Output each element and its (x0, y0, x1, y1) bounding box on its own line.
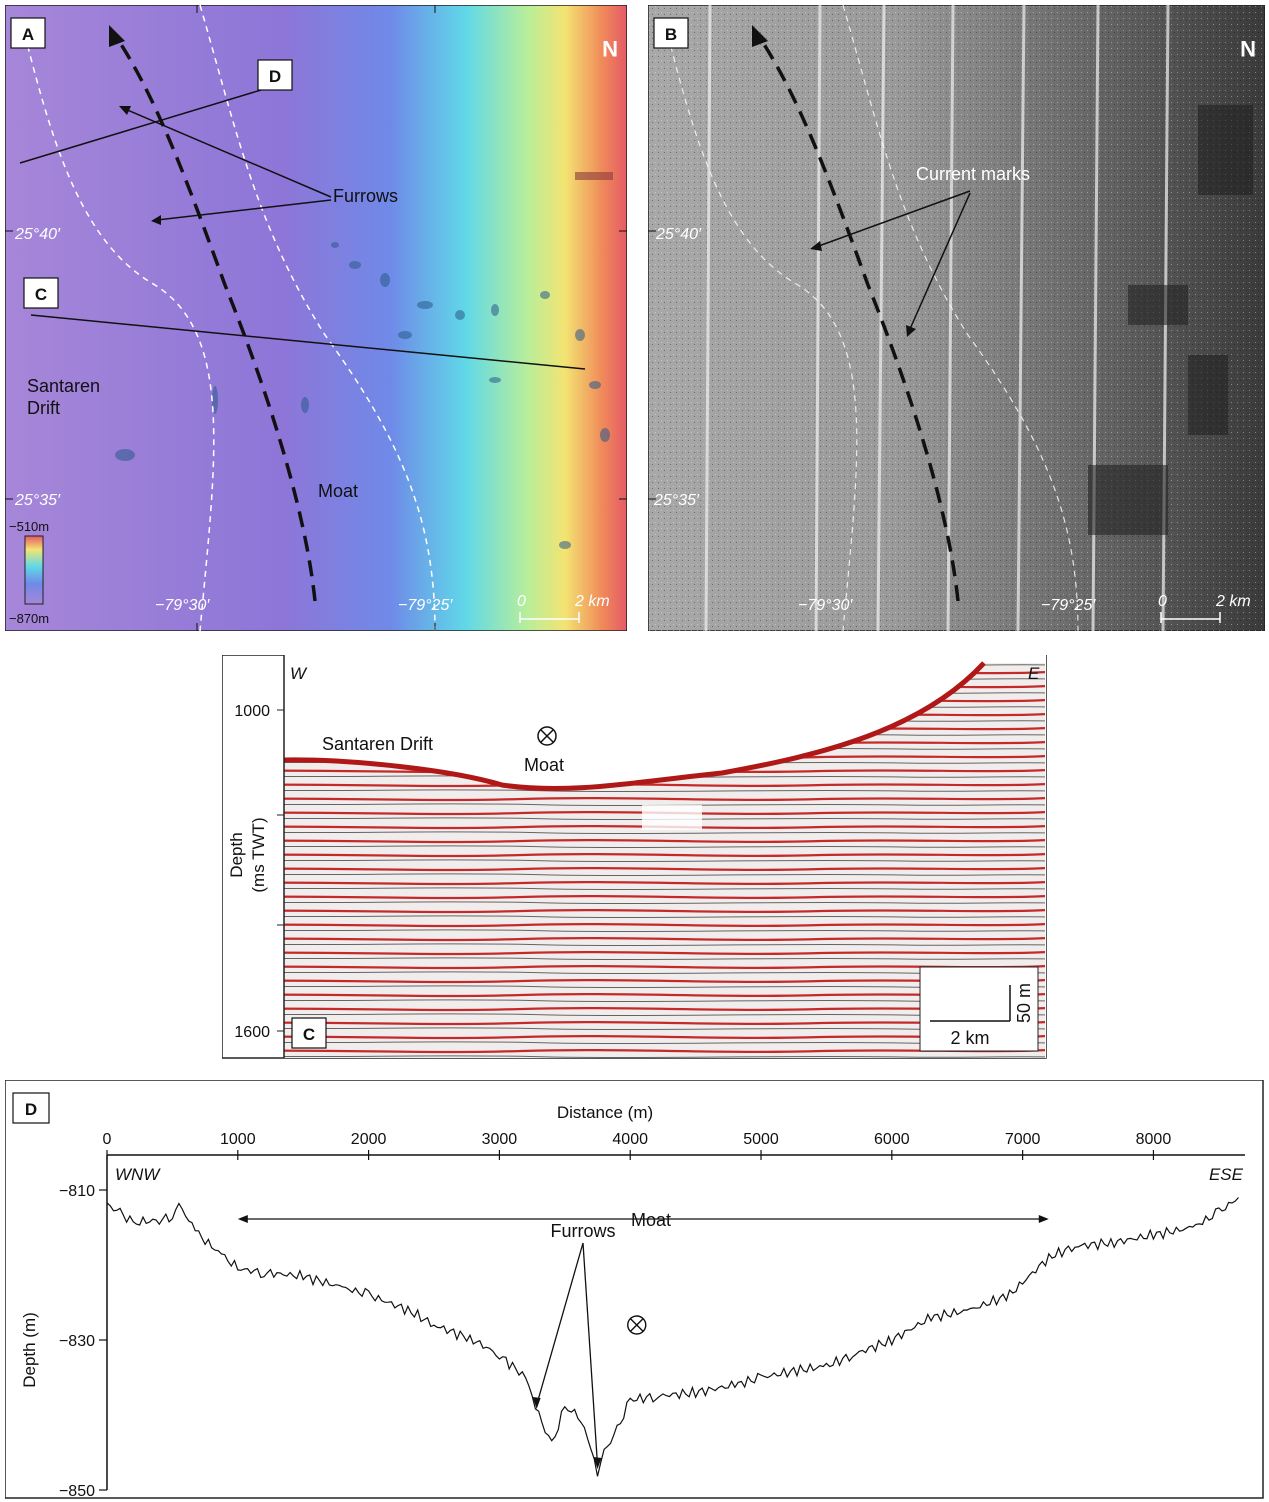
panel-b-label: B (665, 25, 677, 44)
d-wnw-label: WNW (115, 1165, 161, 1184)
d-xtick-label: 6000 (874, 1131, 910, 1148)
santaren-drift-label-1: Santaren (27, 376, 100, 396)
panel-b-backscatter-map: B N Current marks 25°40′ 25°35′ −79°30′ … (648, 5, 1265, 631)
d-xtick-label: 4000 (612, 1131, 648, 1148)
c-ytick-1600: 1600 (234, 1024, 270, 1041)
d-xtick-label: 8000 (1136, 1131, 1172, 1148)
d-xtick-label: 3000 (482, 1131, 518, 1148)
lat-label-35: 25°35′ (14, 492, 61, 509)
d-xtick-label: 7000 (1005, 1131, 1041, 1148)
d-ytick-label: −810 (59, 1183, 95, 1200)
colorbar-bottom: −870m (9, 611, 49, 626)
d-furrow-arrow (582, 1242, 599, 1466)
b-lon-label-25: −79°25′ (1041, 597, 1096, 614)
d-ytick-label: −850 (59, 1483, 95, 1500)
b-scale-end: 2 km (1215, 593, 1251, 610)
d-furrow-arrowhead (532, 1397, 541, 1409)
santaren-drift-label-2: Drift (27, 398, 60, 418)
west-label: W (290, 664, 308, 683)
lon-label-30: −79°30′ (155, 597, 210, 614)
c-scale-vertical: 50 m (1014, 983, 1034, 1023)
colorbar-top: −510m (9, 519, 49, 534)
b-scale-zero: 0 (1158, 593, 1167, 610)
b-lon-label-30: −79°30′ (798, 597, 853, 614)
d-furrows-label: Furrows (550, 1221, 615, 1241)
d-xtick-label: 5000 (743, 1131, 779, 1148)
b-lat-label-35: 25°35′ (653, 492, 700, 509)
d-ese-label: ESE (1209, 1165, 1244, 1184)
panel-a-label: A (22, 25, 34, 44)
current-marks-label: Current marks (916, 164, 1030, 184)
d-furrow-arrow (536, 1242, 584, 1406)
panel-d-label: D (25, 1100, 37, 1119)
c-ytick-1000: 1000 (234, 703, 270, 720)
east-label: E (1028, 664, 1040, 683)
d-xtick-label: 0 (103, 1131, 112, 1148)
c-yaxis-label-2: (ms TWT) (249, 817, 268, 892)
lon-label-25: −79°25′ (398, 597, 453, 614)
callout-d: D (269, 67, 281, 86)
c-santaren-drift-label: Santaren Drift (322, 734, 433, 754)
d-yaxis-label: Depth (m) (20, 1312, 39, 1388)
c-scale-horizontal: 2 km (950, 1028, 989, 1048)
scale-zero: 0 (517, 593, 526, 610)
moat-label: Moat (318, 481, 358, 501)
d-profile-line (106, 1197, 1239, 1477)
d-xaxis-label: Distance (m) (557, 1103, 653, 1122)
d-flow-symbol-cross-b (630, 1318, 644, 1332)
d-flow-symbol-icon (627, 1315, 647, 1335)
panel-a-bathymetry-map: A N D C Furrows Santaren Drift Moat 25°4… (5, 5, 627, 631)
panel-c-label: C (303, 1025, 315, 1044)
c-yaxis-label-1: Depth (227, 832, 246, 877)
panel-c-seismic-profile: W E Santaren Drift Moat 1000 1600 Depth … (222, 655, 1047, 1059)
scale-end: 2 km (574, 593, 610, 610)
d-moat-arrowhead-left (237, 1215, 248, 1223)
d-xtick-label: 2000 (351, 1131, 387, 1148)
d-ytick-label: −830 (59, 1333, 95, 1350)
c-moat-label: Moat (524, 755, 564, 775)
d-moat-label: Moat (631, 1210, 671, 1230)
furrows-label: Furrows (333, 186, 398, 206)
b-lat-label-40: 25°40′ (655, 226, 702, 243)
north-arrow-icon-b: N (1240, 36, 1256, 61)
callout-c: C (35, 285, 47, 304)
d-moat-arrowhead-right (1038, 1215, 1049, 1223)
d-xtick-label: 1000 (220, 1131, 256, 1148)
panel-d-depth-profile: D Distance (m) Depth (m) WNW ESE Moat Fu… (5, 1080, 1264, 1500)
north-arrow-icon: N (602, 36, 618, 61)
lat-label-40: 25°40′ (14, 226, 61, 243)
d-furrow-arrowhead (593, 1457, 602, 1469)
